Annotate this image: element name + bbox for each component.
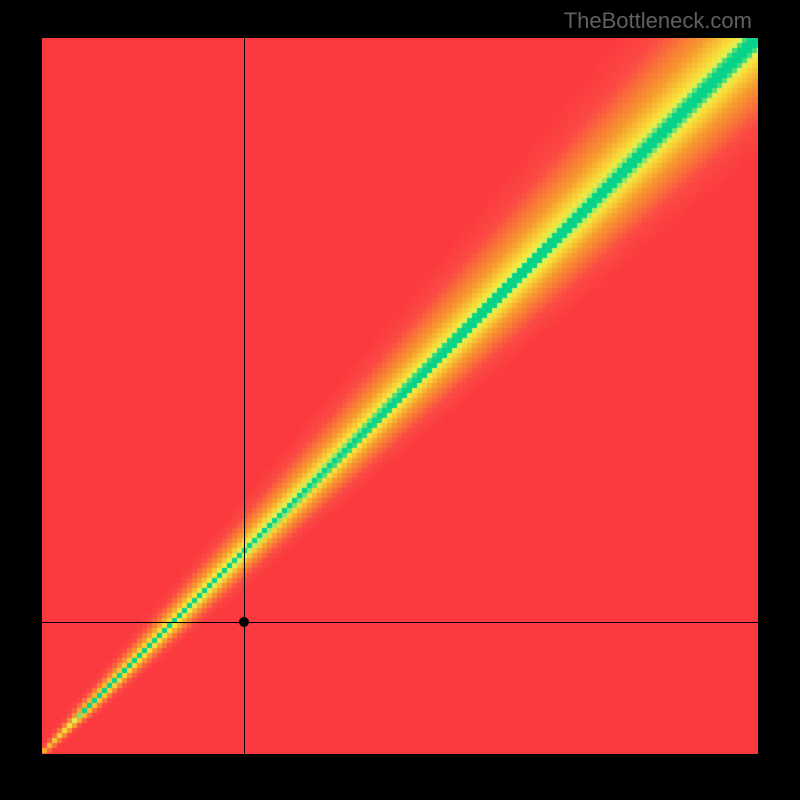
watermark-text: TheBottleneck.com bbox=[564, 8, 752, 34]
crosshair-vertical bbox=[244, 38, 245, 754]
crosshair-marker bbox=[239, 617, 249, 627]
crosshair-horizontal bbox=[42, 622, 758, 623]
bottleneck-heatmap bbox=[42, 38, 758, 754]
heatmap-canvas bbox=[42, 38, 758, 754]
